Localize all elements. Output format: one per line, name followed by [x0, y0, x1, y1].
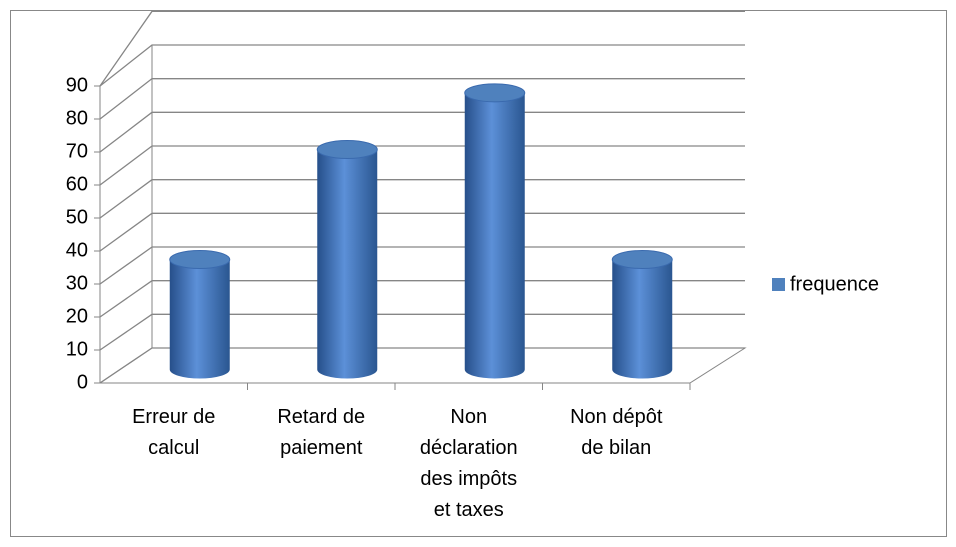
- legend-label: frequence: [790, 273, 879, 295]
- grid-line: [99, 313, 745, 351]
- y-tick-label: 90: [66, 74, 88, 96]
- cylinder: [169, 250, 231, 379]
- x-tick-label: Erreur de calcul: [132, 406, 216, 459]
- x-tick-label: Non déclaration des impôts et taxes: [419, 406, 518, 521]
- grid-line: [99, 111, 745, 153]
- cylinder-body: [169, 259, 230, 379]
- y-tick-label: 40: [66, 239, 88, 261]
- y-tick-label: 50: [66, 206, 88, 228]
- cylinder: [611, 250, 673, 379]
- cylinder-top: [169, 250, 231, 269]
- grid-line: [99, 145, 745, 186]
- legend-swatch: [772, 278, 785, 291]
- grid-line-top: [99, 10, 745, 87]
- cylinder-top: [611, 250, 673, 269]
- grid-line: [99, 179, 745, 219]
- cylinder: [464, 83, 526, 379]
- x-tick-label: Retard de paiement: [277, 406, 366, 459]
- y-tick-label: 10: [66, 338, 88, 360]
- x-tick-label: Non dépôt de bilan: [570, 406, 663, 459]
- grid-line: [99, 280, 745, 318]
- cylinder-body: [317, 149, 378, 379]
- grid-line: [99, 212, 745, 252]
- grid-line: [99, 44, 745, 87]
- grid-line: [99, 347, 745, 384]
- y-tick-label: 70: [66, 140, 88, 162]
- y-tick-label: 60: [66, 173, 88, 195]
- y-tick-label: 0: [77, 371, 88, 393]
- cylinder-body: [464, 92, 525, 379]
- cylinder-top: [464, 83, 526, 103]
- y-tick-label: 80: [66, 107, 88, 129]
- grid-line: [99, 78, 745, 120]
- cylinder: [316, 140, 378, 379]
- grid-line: [99, 246, 745, 285]
- y-tick-label: 30: [66, 272, 88, 294]
- y-tick-label: 20: [66, 305, 88, 327]
- cylinder-body: [612, 259, 673, 379]
- cylinder-top: [316, 140, 378, 159]
- chart-border: [10, 10, 947, 537]
